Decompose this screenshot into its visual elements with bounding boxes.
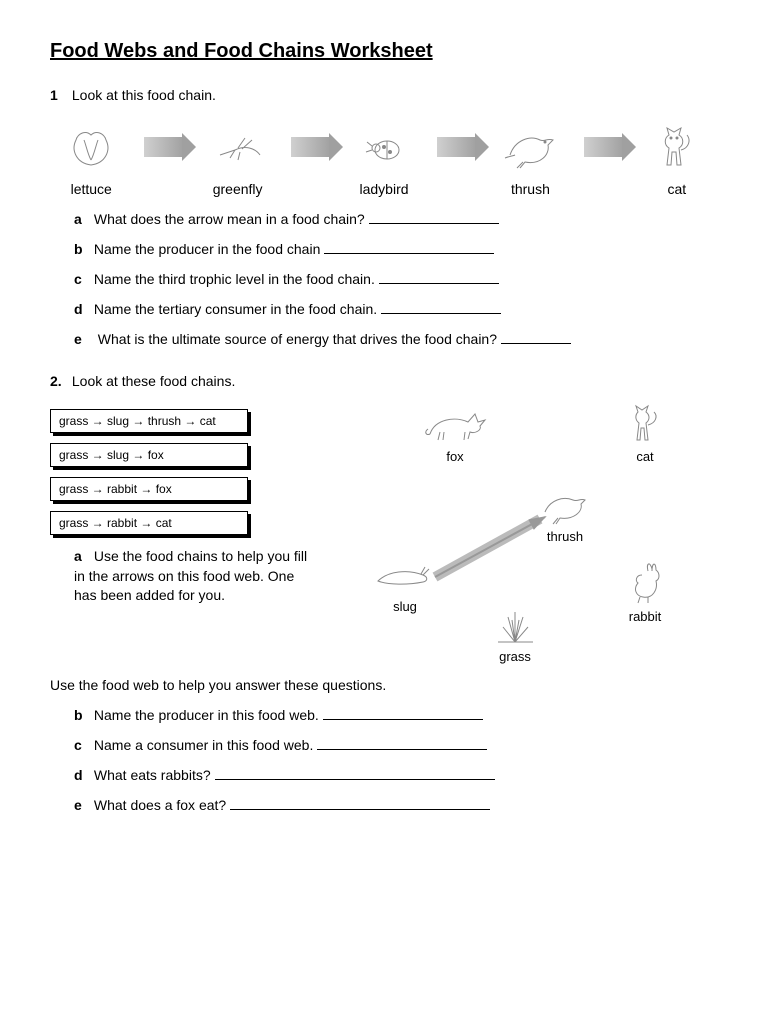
chain-box: grass → rabbit → cat [50,511,248,535]
answer-blank[interactable] [230,795,490,810]
letter: c [74,271,90,287]
answer-blank[interactable] [323,705,483,720]
arrow-icon [144,137,184,157]
label: fox [420,449,490,464]
letter: a [74,547,90,567]
chain-box: grass → slug → thrush → cat [50,409,248,433]
chain-box: grass → rabbit → fox [50,477,248,501]
grass-icon [480,599,550,649]
chain-item-lettuce: lettuce [50,117,132,197]
letter: e [74,797,90,813]
text: Name the tertiary consumer in the food c… [94,301,377,317]
text: What is the ultimate source of energy th… [98,331,497,347]
ladybird-icon [343,117,425,177]
answer-blank[interactable] [379,269,499,284]
q2b: b Name the producer in this food web. [74,705,718,723]
text: Name the producer in this food web. [94,707,319,723]
label: thrush [530,529,600,544]
label: rabbit [610,609,680,624]
web-node-fox: fox [420,399,490,464]
web-node-thrush: thrush [530,479,600,544]
web-node-rabbit: rabbit [610,559,680,624]
answer-blank[interactable] [324,239,494,254]
cat-icon [610,399,680,449]
letter: c [74,737,90,753]
rabbit-icon [610,559,680,609]
q2e: e What does a fox eat? [74,795,718,813]
arrow-icon [584,137,624,157]
answer-blank[interactable] [215,765,495,780]
q2-number: 2. [50,373,68,389]
question-2-prompt: 2. Look at these food chains. [50,373,718,389]
text: What eats rabbits? [94,767,211,783]
chain-label: greenfly [196,181,278,197]
label: slug [370,599,440,614]
text: What does the arrow mean in a food chain… [94,211,365,227]
text: Name a consumer in this food web. [94,737,313,753]
arrow-icon [291,137,331,157]
thrush-icon [489,117,571,177]
text: What does a fox eat? [94,797,226,813]
chain-label: ladybird [343,181,425,197]
answer-blank[interactable] [381,299,501,314]
q1-sub-questions: a What does the arrow mean in a food cha… [74,209,718,347]
web-node-cat: cat [610,399,680,464]
q1d: d Name the tertiary consumer in the food… [74,299,718,317]
letter: d [74,767,90,783]
thrush-icon [530,479,600,529]
letter: a [74,211,90,227]
q2-instruction: Use the food web to help you answer thes… [50,677,718,693]
food-web-diagram: fox cat thrush slug rabbit grass [330,399,718,659]
answer-blank[interactable] [317,735,487,750]
label: cat [610,449,680,464]
q1b: b Name the producer in the food chain [74,239,718,257]
answer-blank[interactable] [501,329,571,344]
q1c: c Name the third trophic level in the fo… [74,269,718,287]
answer-blank[interactable] [369,209,499,224]
text: Name the producer in the food chain [94,241,320,257]
q1-number: 1 [50,87,68,103]
letter: b [74,241,90,257]
chain-box: grass → slug → fox [50,443,248,467]
question-1-prompt: 1 Look at this food chain. [50,87,718,103]
label: grass [480,649,550,664]
chain-item-ladybird: ladybird [343,117,425,197]
lettuce-icon [50,117,132,177]
q2c: c Name a consumer in this food web. [74,735,718,753]
letter: b [74,707,90,723]
q1e: e What is the ultimate source of energy … [74,329,718,347]
chain-label: cat [636,181,718,197]
chain-item-cat: cat [636,117,718,197]
letter: d [74,301,90,317]
chain-item-thrush: thrush [489,117,571,197]
q2-sub-questions: b Name the producer in this food web. c … [74,705,718,813]
q2-text: Look at these food chains. [72,373,235,389]
page-title: Food Webs and Food Chains Worksheet [50,40,718,63]
text: Use the food chains to help you fill in … [74,548,307,603]
chain-boxes: grass → slug → thrush → cat grass → slug… [50,399,310,659]
web-node-grass: grass [480,599,550,664]
question-2-body: grass → slug → thrush → cat grass → slug… [50,399,718,659]
q2d: d What eats rabbits? [74,765,718,783]
chain-label: lettuce [50,181,132,197]
q1-text: Look at this food chain. [72,87,216,103]
text: Name the third trophic level in the food… [94,271,375,287]
food-chain-diagram: lettuce greenfly ladybird thrush cat [50,117,718,197]
web-node-slug: slug [370,549,440,614]
fox-icon [420,399,490,449]
slug-icon [370,549,440,599]
q2a: a Use the food chains to help you fill i… [74,547,310,606]
cat-icon [636,117,718,177]
chain-label: thrush [489,181,571,197]
letter: e [74,331,90,347]
arrow-icon [437,137,477,157]
q1a: a What does the arrow mean in a food cha… [74,209,718,227]
greenfly-icon [196,117,278,177]
chain-item-greenfly: greenfly [196,117,278,197]
